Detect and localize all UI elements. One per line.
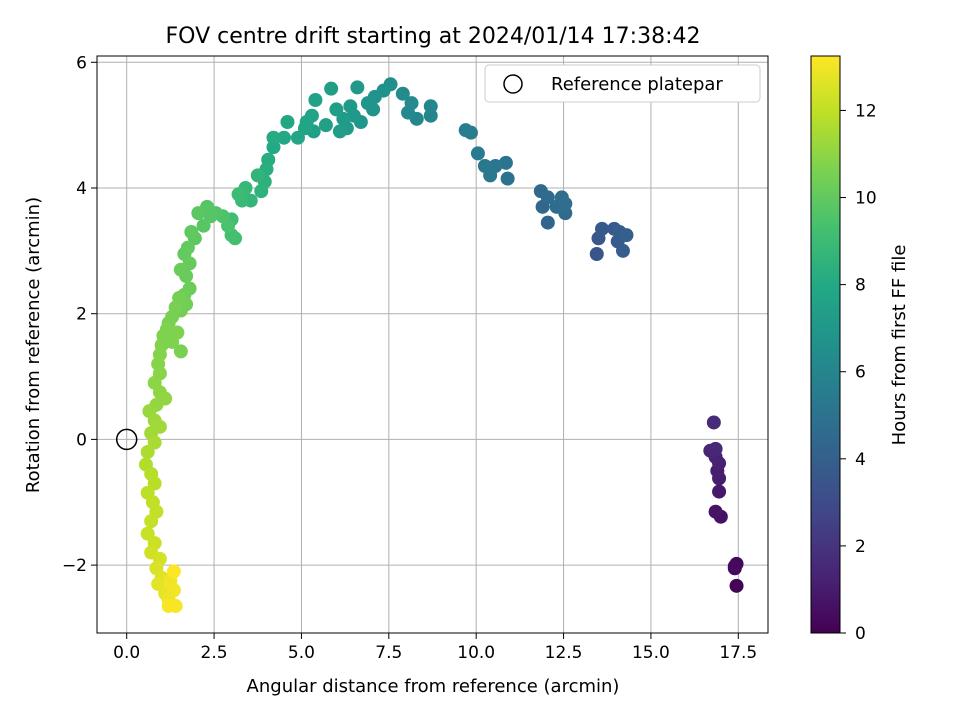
data-point [170,325,185,340]
colorbar: 0 2 4 6 8 10 12 Hours from first FF file [810,55,910,644]
colorbar-label: Hours from first FF file [889,245,910,446]
axes [96,55,769,634]
data-point [318,118,333,133]
data-point [458,123,473,138]
colorbar-tick-label: 6 [855,363,866,383]
x-tick-label: 12.5 [545,643,583,663]
data-point [332,124,347,139]
data-point [191,206,206,221]
colorbar-tick-label: 0 [855,624,866,644]
x-tick-label: 10.0 [457,643,495,663]
data-point [470,146,485,161]
legend-entry-reference: Reference platepar [551,74,723,95]
y-axis-label: Rotation from reference (arcmin) [23,197,44,493]
data-point [712,484,727,499]
data-point [423,99,438,114]
data-point [166,583,181,598]
data-point [500,171,515,186]
data-point [343,99,358,114]
colorbar-ticks: 0 2 4 6 8 10 12 [840,101,877,644]
x-axis-ticks: 0.0 2.5 5.0 7.5 10.0 12.5 15.0 17.5 [113,633,757,663]
axes-frame [96,55,769,634]
data-point [140,444,155,459]
data-point [173,262,188,277]
data-point [196,218,211,233]
data-point [290,130,305,145]
data-point [324,81,339,96]
data-point [589,246,604,261]
x-tick-label: 2.5 [201,643,228,663]
data-point [250,168,265,183]
colorbar-tick-label: 10 [855,189,877,209]
colorbar-tick-label: 2 [855,537,866,557]
data-point [395,86,410,101]
data-point [706,415,721,430]
data-point [308,92,323,107]
data-point [558,196,573,211]
legend: Reference platepar [484,64,761,103]
data-points [115,77,744,613]
grid-lines [97,56,768,633]
data-point [254,184,269,199]
data-point [173,344,188,359]
y-tick-label: −2 [62,556,87,576]
colorbar-gradient [810,55,841,634]
y-tick-label: 0 [76,430,87,450]
y-tick-label: 6 [76,53,87,73]
data-point [540,190,555,205]
data-point [708,441,723,456]
data-point [266,130,281,145]
data-point [594,221,609,236]
data-point [619,228,634,243]
colorbar-tick-label: 4 [855,450,866,470]
legend-marker-reference [503,74,523,94]
data-point [477,158,492,173]
data-point [727,559,742,574]
data-point [729,578,744,593]
legend-box [484,64,761,103]
data-point [231,187,246,202]
x-tick-label: 0.0 [113,643,140,663]
data-point [276,130,291,145]
x-tick-label: 7.5 [375,643,402,663]
data-point [350,80,365,95]
x-tick-label: 5.0 [288,643,315,663]
x-tick-label: 17.5 [719,643,757,663]
x-axis-label: Angular distance from reference (arcmin) [247,676,620,697]
y-tick-label: 2 [76,305,87,325]
data-point [540,215,555,230]
data-point [161,598,176,613]
data-point [360,96,375,111]
x-tick-label: 15.0 [632,643,670,663]
data-point [708,504,723,519]
y-axis-ticks: −2 0 2 4 6 [62,53,97,576]
data-point [184,224,199,239]
data-point [615,243,630,258]
colorbar-tick-label: 8 [855,276,866,296]
data-point [404,96,419,111]
data-point [329,102,344,117]
colorbar-tick-label: 12 [855,101,877,121]
data-point [166,564,181,579]
data-point [144,514,159,529]
y-tick-label: 4 [76,179,87,199]
data-point [280,114,295,129]
reference-platepar-marker [115,428,138,451]
chart-title: FOV centre drift starting at 2024/01/14 … [166,24,701,49]
